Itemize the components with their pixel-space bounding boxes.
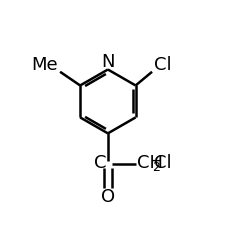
Text: Cl: Cl bbox=[154, 155, 172, 173]
Text: Cl: Cl bbox=[154, 56, 172, 74]
Text: C: C bbox=[93, 155, 106, 173]
Text: CH: CH bbox=[136, 155, 163, 173]
Text: N: N bbox=[101, 53, 115, 71]
Text: Me: Me bbox=[32, 56, 58, 74]
Text: 2: 2 bbox=[152, 161, 160, 174]
Text: O: O bbox=[101, 188, 115, 206]
